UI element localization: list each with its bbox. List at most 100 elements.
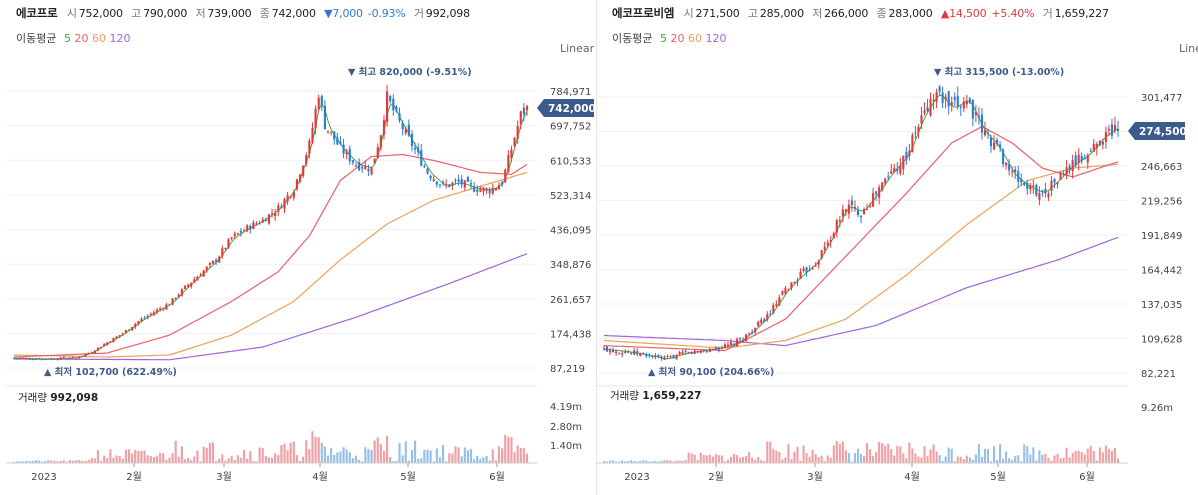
open-value: 271,500 xyxy=(695,7,740,20)
volume-bar xyxy=(745,455,748,463)
candle-body xyxy=(651,355,654,358)
candle-body xyxy=(980,114,983,133)
candle-body xyxy=(491,187,494,194)
volume-bar xyxy=(732,453,736,463)
candle-body xyxy=(826,242,829,246)
volume-bar xyxy=(1098,447,1101,463)
volume-bar xyxy=(829,457,832,463)
candle-body xyxy=(754,327,757,333)
volume-bar xyxy=(672,461,675,463)
volume-bar xyxy=(78,459,81,463)
volume-bar xyxy=(690,453,693,463)
candle-body xyxy=(923,110,926,114)
moving-average-legend[interactable]: 이동평균 5 20 60 120 xyxy=(16,30,130,46)
volume-bar xyxy=(735,455,739,463)
candle-body xyxy=(115,336,118,339)
candle-body xyxy=(224,248,227,250)
volume-bar xyxy=(302,456,305,463)
volume-bar xyxy=(869,449,872,463)
volume-bar xyxy=(233,459,236,463)
candle-body xyxy=(884,178,887,184)
candle-body xyxy=(687,351,690,354)
candle-body xyxy=(482,187,485,192)
volume-bar xyxy=(817,457,820,463)
candle-body xyxy=(926,107,929,112)
volume-bar xyxy=(491,449,494,463)
candle-body xyxy=(859,215,863,218)
scale-toggle[interactable]: Linear xyxy=(1179,42,1198,55)
volume-bar xyxy=(103,455,106,463)
volume-bar xyxy=(953,461,956,463)
volume-bar xyxy=(358,459,361,463)
candle-body xyxy=(999,144,1002,148)
volume-bar xyxy=(267,457,271,463)
high-label: 고 xyxy=(131,7,142,20)
candlestick-chart-right[interactable]: 301,477 274,500 246,663 219,256 191,849 164,4… xyxy=(596,0,1198,495)
ma20-line xyxy=(13,153,528,358)
candle-body xyxy=(320,96,323,106)
volume-tick-label: 1.40m xyxy=(550,441,582,452)
candle-body xyxy=(118,335,121,337)
candle-body xyxy=(208,263,211,265)
candle-body xyxy=(968,98,971,104)
volume-bar xyxy=(1023,444,1026,463)
volume-bar xyxy=(330,448,333,463)
candle-body xyxy=(690,351,693,354)
volume-bar xyxy=(711,456,714,463)
candle-body xyxy=(249,226,252,230)
volume-tick-label: 4.19m xyxy=(550,402,582,413)
scale-toggle[interactable]: Linear xyxy=(560,42,595,55)
volume-bar xyxy=(684,459,687,463)
volume-bar xyxy=(435,448,438,463)
candlestick-chart-left[interactable]: 784,971 697,752 610,533 523,314 436,095 348,8… xyxy=(0,0,596,495)
candle-body xyxy=(974,112,977,115)
high-value: 285,000 xyxy=(759,7,804,20)
candle-body xyxy=(196,276,199,281)
volume-bar xyxy=(968,457,971,463)
volume-total: 1,659,227 xyxy=(642,390,701,402)
volume-bar xyxy=(429,450,432,463)
candle-body xyxy=(354,165,358,167)
ma-title: 이동평균 xyxy=(612,32,653,45)
last-price-value: 742,000 xyxy=(548,103,596,115)
volume-bar xyxy=(451,453,454,463)
moving-average-legend[interactable]: 이동평균 5 20 60 120 xyxy=(612,30,726,46)
candle-body xyxy=(602,348,606,350)
candle-body xyxy=(938,86,941,92)
candle-body xyxy=(211,260,215,264)
candle-body xyxy=(832,233,835,239)
volume-bar xyxy=(457,447,460,463)
ma20-line xyxy=(603,125,1119,352)
stock-name[interactable]: 에코프로비엠 xyxy=(612,6,675,20)
volume-bar xyxy=(1053,455,1056,463)
candle-body xyxy=(59,357,62,360)
volume-bar xyxy=(426,449,429,463)
candle-body xyxy=(1038,192,1041,200)
x-tick-label: 2023 xyxy=(31,472,56,483)
volume-bar xyxy=(311,431,314,463)
candle-body xyxy=(723,344,726,348)
candle-body xyxy=(835,220,838,233)
candle-body xyxy=(726,344,730,347)
candle-body xyxy=(853,206,857,209)
volume-bar xyxy=(875,452,878,463)
volume-bar xyxy=(763,460,766,463)
candle-body xyxy=(932,99,935,101)
y-tick-label: 610,533 xyxy=(550,156,591,167)
volume-bar xyxy=(75,460,78,463)
volume-bar xyxy=(152,456,155,463)
candle-body xyxy=(311,127,314,143)
candle-body xyxy=(814,265,817,267)
y-tick-label: 137,035 xyxy=(1141,300,1182,311)
volume-bar xyxy=(932,444,935,463)
volume-bar xyxy=(908,442,911,463)
y-tick-label: 261,657 xyxy=(550,295,591,306)
candle-body xyxy=(270,213,274,215)
y-tick-label: 174,438 xyxy=(550,329,591,340)
stock-name[interactable]: 에코프로 xyxy=(16,6,58,20)
candle-body xyxy=(663,357,666,360)
candle-body xyxy=(1011,171,1014,173)
candle-body xyxy=(519,111,522,125)
candle-body xyxy=(504,169,507,183)
candle-body xyxy=(373,158,376,164)
